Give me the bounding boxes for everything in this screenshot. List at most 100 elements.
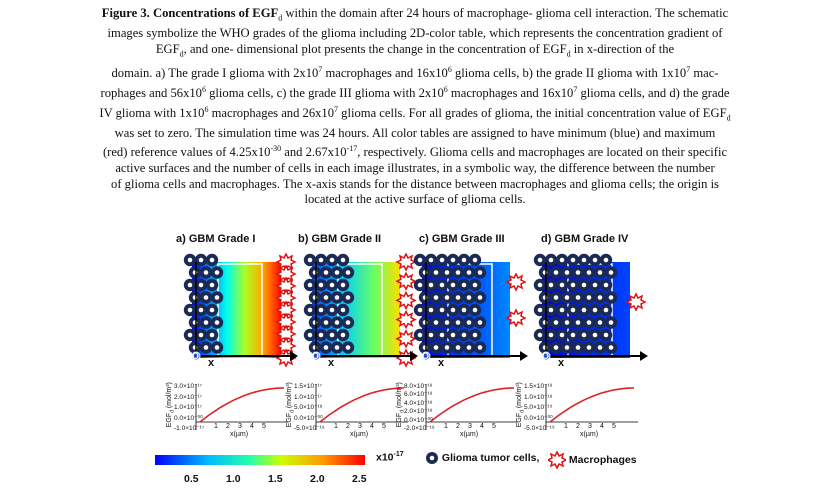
glioma-cell: [440, 266, 454, 279]
colorbar-tick: 1.5: [268, 473, 283, 485]
glioma-cell: [440, 341, 454, 354]
glioma-cell: [588, 328, 602, 342]
x-tick-label: 4: [250, 423, 254, 430]
glioma-cell: [473, 266, 487, 279]
glioma-cell: [468, 328, 482, 342]
glioma-cell: [473, 291, 487, 304]
glioma-cell: [325, 328, 339, 342]
glioma-cell: [538, 291, 552, 304]
panel-title-b: b) GBM Grade II: [298, 233, 382, 245]
concentration-curve: [549, 387, 635, 423]
axis-x-label: x: [328, 357, 335, 369]
glioma-cell: [188, 316, 202, 329]
glioma-cell: [604, 266, 618, 279]
glioma-cell: [330, 341, 344, 354]
glioma-cell: [188, 291, 202, 304]
x-tick-label: 4: [600, 423, 604, 430]
glioma-cell: [560, 291, 574, 304]
glioma-cell: [336, 278, 350, 292]
glioma-cell: [566, 328, 580, 342]
glioma-cell: [538, 316, 552, 329]
glioma-cell: [457, 253, 471, 267]
glioma-cell: [303, 328, 317, 342]
y-tick-label: 2.0×10⁻¹⁷: [174, 393, 203, 401]
y-tick-label: 1.0×10⁻¹⁷: [174, 404, 203, 411]
glioma-cell: [205, 278, 219, 292]
glioma-cell: [533, 253, 547, 267]
glioma-cell: [566, 253, 580, 267]
panel-a: [183, 253, 298, 430]
glioma-cell: [571, 341, 585, 354]
glioma-cell: [413, 328, 427, 342]
glioma-cell: [588, 303, 602, 317]
caption-line-3: EGFd, and one- dimensional plot presents…: [155, 41, 675, 59]
x-axis-label: x(µm): [460, 431, 479, 438]
glioma-cell: [555, 278, 569, 292]
y-tick-label: -2.0×10⁻¹⁸: [404, 425, 435, 432]
glioma-cell: [205, 328, 219, 342]
glioma-cell: [549, 291, 563, 304]
concentration-curve: [429, 387, 515, 423]
glioma-cell: [205, 303, 219, 317]
glioma-cell: [210, 291, 224, 304]
glioma-cell: [457, 328, 471, 342]
glioma-cell: [533, 303, 547, 317]
glioma-cell: [549, 266, 563, 279]
x-tick-label: 4: [480, 423, 484, 430]
glioma-cell: [336, 328, 350, 342]
glioma-cell: [440, 316, 454, 329]
glioma-cell: [429, 291, 443, 304]
glioma-cell: [593, 316, 607, 329]
glioma-cell: [462, 316, 476, 329]
glioma-cell: [319, 341, 333, 354]
glioma-cell: [446, 253, 460, 267]
glioma-cell: [538, 266, 552, 279]
x-tick-label: 2: [226, 423, 230, 430]
glioma-cell: [571, 291, 585, 304]
glioma-cell: [418, 266, 432, 279]
axis-x-label: x: [438, 357, 445, 369]
glioma-cell: [577, 253, 591, 267]
glioma-cell: [451, 266, 465, 279]
glioma-cell: [435, 253, 449, 267]
glioma-cell: [413, 303, 427, 317]
glioma-cell: [435, 303, 449, 317]
glioma-cell: [593, 291, 607, 304]
y-tick-label: 8.0×10⁻¹⁸: [404, 383, 433, 390]
y-tick-label: 5.0×10⁻¹⁸: [294, 404, 323, 411]
x-tick-label: 1: [444, 423, 448, 430]
axis-origin: O: [542, 351, 550, 361]
glioma-cell: [555, 303, 569, 317]
y-tick-label: 0.0×10⁺⁰⁰: [404, 416, 433, 424]
glioma-cell: [604, 291, 618, 304]
caption-line-11: located at the active surface of glioma …: [304, 192, 526, 207]
caption-line-2: images symbolize the WHO grades of the g…: [107, 26, 723, 41]
panel-b: [303, 253, 418, 430]
glioma-cell: [533, 278, 547, 292]
glioma-cell: [413, 278, 427, 292]
glioma-cell: [549, 341, 563, 354]
panel-c: [413, 253, 528, 430]
glioma-cell: [429, 316, 443, 329]
glioma-cell: [577, 328, 591, 342]
caption-line-7: was set to zero. The simulation time was…: [114, 125, 716, 140]
glioma-cell: [413, 253, 427, 267]
colorbar-tick: 0.5: [184, 473, 199, 485]
glioma-cell: [577, 278, 591, 292]
glioma-cell: [457, 303, 471, 317]
glioma-cell: [199, 291, 213, 304]
glioma-cell: [604, 316, 618, 329]
glioma-cell: [555, 253, 569, 267]
glioma-cell: [468, 253, 482, 267]
y-axis-label: EGFd (mol/m³): [515, 382, 526, 428]
glioma-cell: [330, 291, 344, 304]
glioma-cell: [440, 291, 454, 304]
x-tick-label: 5: [262, 423, 266, 430]
x-tick-label: 5: [612, 423, 616, 430]
colorbar-tick: 2.5: [352, 473, 367, 485]
colorbar: [155, 455, 365, 465]
caption-line-9: active surfaces and the number of cells …: [115, 161, 715, 176]
glioma-cell: [308, 316, 322, 329]
glioma-cell: [325, 253, 339, 267]
glioma-cell: [560, 266, 574, 279]
